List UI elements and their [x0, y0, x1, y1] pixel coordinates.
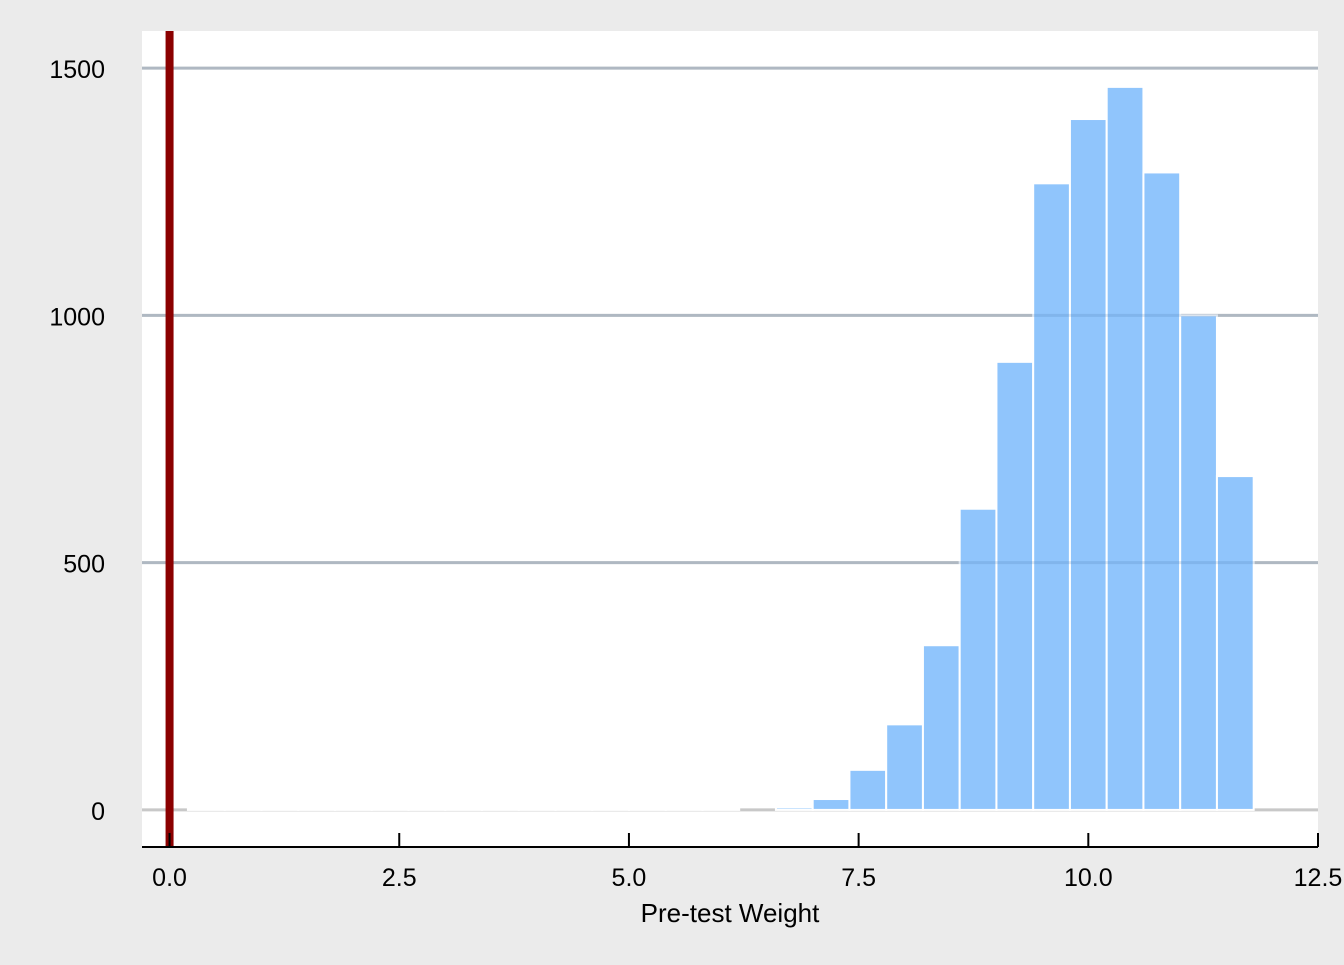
histogram-bar — [260, 806, 300, 811]
histogram-bar — [774, 806, 814, 811]
x-tick-label: 12.5 — [1294, 864, 1343, 892]
x-tick-label: 7.5 — [841, 864, 876, 892]
histogram-bar — [701, 806, 741, 811]
histogram-bar — [995, 360, 1035, 811]
y-axis-tick-labels: 0 500 1000 1500 — [49, 56, 105, 826]
histogram-bar — [811, 798, 851, 811]
histogram-bar — [664, 806, 704, 811]
x-tick-label: 2.5 — [382, 864, 417, 892]
x-tick-label: 5.0 — [612, 864, 647, 892]
x-axis-label: Pre-test Weight — [641, 898, 820, 928]
histogram-bar — [407, 806, 447, 811]
y-tick-label: 1000 — [49, 303, 105, 331]
y-tick-label: 0 — [91, 798, 105, 826]
histogram-bar — [223, 806, 263, 811]
histogram-bar — [370, 806, 410, 811]
histogram-bar — [297, 806, 336, 811]
y-tick-label: 1500 — [49, 56, 105, 84]
histogram-bar — [1068, 118, 1108, 811]
histogram-bar — [885, 723, 924, 811]
x-axis: 0.0 2.5 5.0 7.5 10.0 12.5 — [142, 833, 1342, 892]
histogram-bar — [444, 806, 483, 811]
histogram-bar — [958, 507, 998, 811]
histogram-bar — [591, 806, 630, 811]
x-tick-label: 10.0 — [1064, 864, 1113, 892]
histogram-bar — [1142, 171, 1182, 811]
histogram-bar — [921, 644, 961, 811]
histogram-bar — [517, 806, 557, 811]
histogram-bar — [186, 806, 226, 811]
histogram-bar — [1032, 182, 1071, 811]
histogram-bar — [480, 806, 520, 811]
histogram-bar — [1215, 475, 1255, 811]
histogram-bar — [848, 768, 888, 811]
histogram-bar — [627, 806, 667, 811]
histogram-bar — [554, 806, 594, 811]
x-tick-label: 0.0 — [152, 864, 187, 892]
histogram-bar — [1105, 85, 1145, 811]
histogram-bar — [333, 806, 373, 811]
histogram-bars — [142, 66, 1318, 811]
y-tick-label: 500 — [63, 551, 105, 579]
